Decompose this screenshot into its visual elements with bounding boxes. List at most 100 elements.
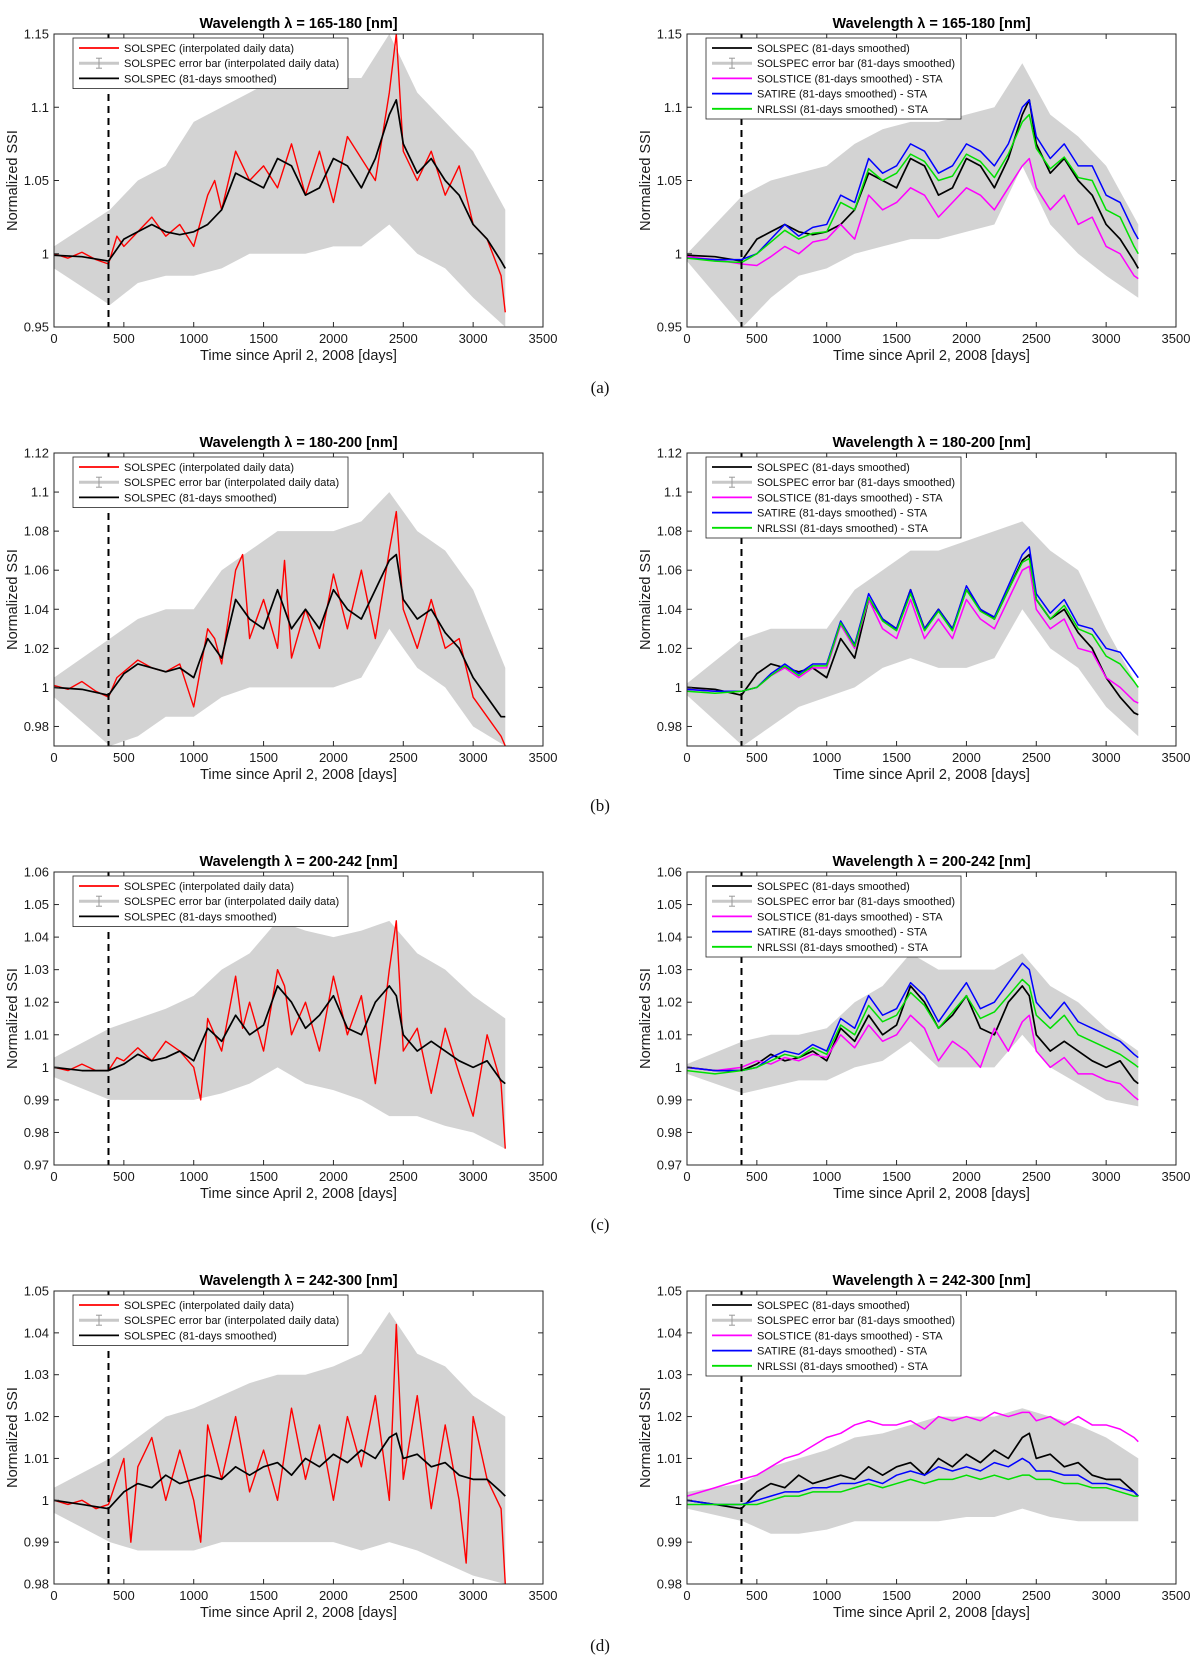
- y-tick-label: 1.02: [657, 1409, 682, 1424]
- y-tick-label: 0.99: [657, 1535, 682, 1550]
- y-tick-label: 1.08: [24, 524, 49, 539]
- y-tick-label: 1.01: [24, 1451, 49, 1466]
- y-tick-label: 1.1: [664, 485, 682, 500]
- y-tick-label: 1.05: [657, 1284, 682, 1299]
- x-tick-label: 3000: [459, 1169, 488, 1184]
- y-tick-label: 1.04: [657, 1325, 682, 1340]
- series-line-nrlssi-81-days-smoothed-sta: [687, 1474, 1139, 1506]
- plot-content: [687, 1291, 1139, 1584]
- x-tick-label: 1500: [882, 1588, 911, 1603]
- y-tick-label: 0.98: [657, 719, 682, 734]
- legend-label: SOLSPEC error bar (interpolated daily da…: [124, 896, 339, 908]
- legend: SOLSPEC (81-days smoothed) SOLSPEC error …: [705, 1294, 962, 1377]
- x-tick-label: 1500: [882, 1169, 911, 1184]
- y-tick-label: 1: [675, 680, 682, 695]
- x-tick-label: 2500: [1022, 1169, 1051, 1184]
- y-tick-label: 0.95: [24, 320, 49, 335]
- y-tick-label: 1.05: [24, 897, 49, 912]
- x-tick-label: 500: [746, 750, 768, 765]
- chart-title: Wavelength λ = 180-200 [nm]: [832, 435, 1030, 451]
- x-tick-label: 1000: [812, 331, 841, 346]
- y-tick-label: 1.1: [664, 100, 682, 115]
- figure-caption: (b): [590, 796, 610, 815]
- legend-label: SOLSPEC error bar (81-days smoothed): [757, 477, 955, 489]
- y-tick-label: 0.98: [657, 1577, 682, 1592]
- y-axis-label: Normalized SSI: [5, 549, 21, 650]
- x-tick-label: 500: [746, 331, 768, 346]
- legend-label: SOLSPEC (81-days smoothed): [124, 492, 277, 504]
- error-band: [687, 63, 1139, 327]
- y-tick-label: 0.99: [24, 1535, 49, 1550]
- x-tick-label: 3000: [459, 750, 488, 765]
- x-tick-label: 500: [113, 331, 135, 346]
- x-tick-label: 2500: [389, 331, 418, 346]
- legend-label: SOLSPEC (81-days smoothed): [757, 881, 910, 893]
- x-tick-label: 500: [746, 1169, 768, 1184]
- series-line-solstice-81-days-smoothed-sta: [687, 1411, 1139, 1497]
- x-tick-label: 1000: [812, 1588, 841, 1603]
- legend-label: SOLSPEC (81-days smoothed): [124, 73, 277, 85]
- y-tick-label: 0.98: [24, 1125, 49, 1140]
- axes-box: [53, 1290, 544, 1585]
- x-tick-label: 3500: [529, 750, 558, 765]
- figure-caption: (a): [591, 378, 610, 397]
- legend-label: SOLSPEC error bar (interpolated daily da…: [124, 477, 339, 489]
- y-tick-label: 1.04: [657, 930, 682, 945]
- x-tick-label: 0: [683, 750, 690, 765]
- chart-title: Wavelength λ = 200-242 [nm]: [199, 854, 397, 870]
- x-tick-label: 3000: [1092, 331, 1121, 346]
- series-line-solspec-81-days-smoothed: [54, 985, 506, 1085]
- chart-title: Wavelength λ = 242-300 [nm]: [199, 1273, 397, 1289]
- legend-label: SOLSPEC (81-days smoothed): [124, 911, 277, 923]
- x-axis-label: Time since April 2, 2008 [days]: [200, 348, 397, 364]
- legend-label: SOLSPEC error bar (81-days smoothed): [757, 896, 955, 908]
- series-line-solstice-81-days-smoothed-sta: [687, 565, 1139, 704]
- x-tick-label: 3000: [1092, 1169, 1121, 1184]
- figure-caption: (c): [591, 1215, 610, 1234]
- x-tick-label: 500: [746, 1588, 768, 1603]
- x-tick-label: 0: [50, 1588, 57, 1603]
- plot-content: [687, 34, 1140, 327]
- chart-panel-1-right: 0 500 1000 1500 2000 2500 3000 3500 0.95 1 1.05 1.1…: [638, 16, 1190, 364]
- y-tick-label: 1.08: [657, 524, 682, 539]
- legend-label: SATIRE (81-days smoothed) - STA: [757, 1346, 928, 1358]
- y-tick-label: 0.95: [657, 320, 682, 335]
- y-tick-label: 1.04: [24, 602, 49, 617]
- x-tick-label: 2000: [319, 331, 348, 346]
- y-axis-label: Normalized SSI: [638, 549, 654, 650]
- x-tick-label: 0: [683, 331, 690, 346]
- legend: SOLSPEC (interpolated daily data) SOLSPEC…: [72, 875, 349, 927]
- legend: SOLSPEC (interpolated daily data) SOLSPEC…: [72, 1294, 349, 1346]
- y-tick-label: 1.03: [24, 962, 49, 977]
- plot-content: [54, 453, 506, 746]
- chart-panel-3-left: 0 500 1000 1500 2000 2500 3000 3500 0.97 0.98 0.99…: [5, 854, 557, 1202]
- y-tick-label: 1.03: [657, 962, 682, 977]
- series-line-solspec-interpolated-daily-data: [54, 920, 506, 1149]
- x-tick-label: 2500: [389, 750, 418, 765]
- x-tick-label: 1500: [249, 1588, 278, 1603]
- legend-label: SOLSTICE (81-days smoothed) - STA: [757, 492, 943, 504]
- legend-label: SOLSPEC error bar (81-days smoothed): [757, 1315, 955, 1327]
- x-tick-label: 1500: [882, 750, 911, 765]
- y-tick-label: 0.98: [657, 1125, 682, 1140]
- axes-box: [686, 871, 1177, 1166]
- y-tick-label: 0.98: [24, 1577, 49, 1592]
- y-tick-label: 1.02: [24, 995, 49, 1010]
- y-tick-label: 0.97: [657, 1158, 682, 1173]
- y-axis-label: Normalized SSI: [638, 1387, 654, 1488]
- x-axis-label: Time since April 2, 2008 [days]: [833, 767, 1030, 783]
- chart-title: Wavelength λ = 165-180 [nm]: [832, 16, 1030, 32]
- legend-label: SOLSTICE (81-days smoothed) - STA: [757, 911, 943, 923]
- series-line-satire-81-days-smoothed-sta: [687, 99, 1139, 261]
- series-line-solspec-81-days-smoothed: [687, 99, 1140, 269]
- legend: SOLSPEC (interpolated daily data) SOLSPEC…: [72, 37, 349, 89]
- x-tick-label: 2500: [1022, 750, 1051, 765]
- series-line-solspec-81-days-smoothed: [687, 1432, 1139, 1510]
- series-line-solspec-81-days-smoothed: [54, 99, 507, 269]
- axes-box: [53, 871, 544, 1166]
- x-tick-label: 0: [683, 1588, 690, 1603]
- y-tick-label: 1.01: [657, 1451, 682, 1466]
- x-tick-label: 3000: [1092, 1588, 1121, 1603]
- legend-label: SOLSPEC (interpolated daily data): [124, 43, 294, 55]
